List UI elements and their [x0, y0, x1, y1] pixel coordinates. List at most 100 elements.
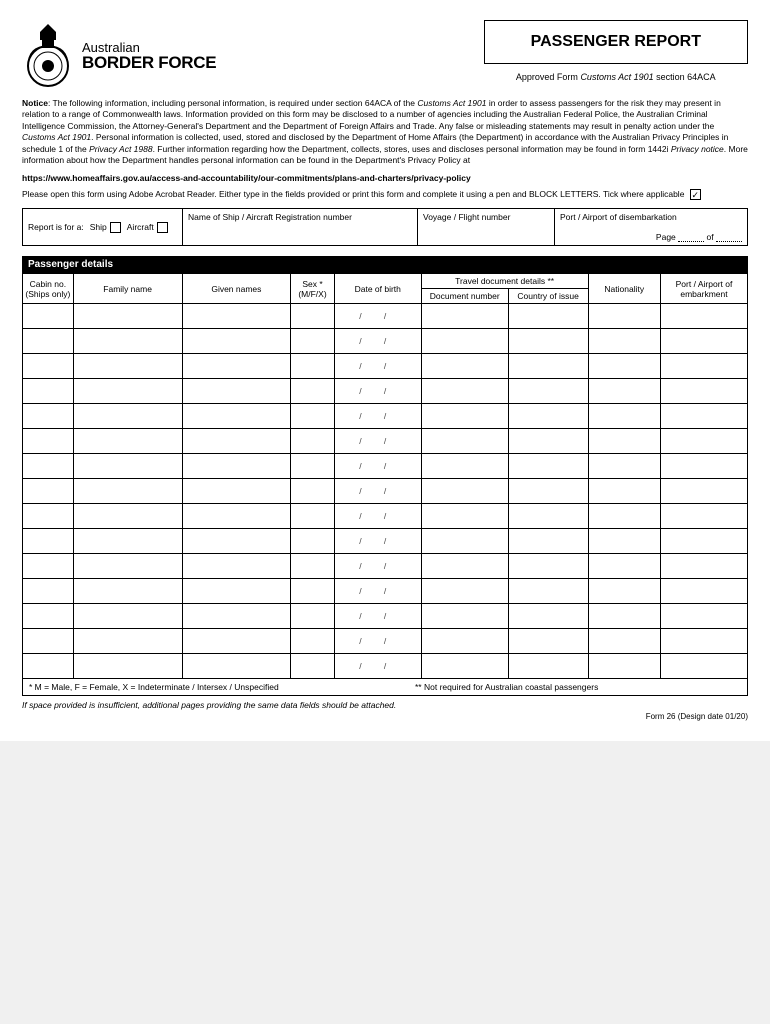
table-cell[interactable]: [588, 604, 661, 629]
table-cell[interactable]: / /: [334, 604, 421, 629]
table-cell[interactable]: [291, 479, 335, 504]
ship-checkbox[interactable]: Ship: [90, 222, 121, 233]
table-cell[interactable]: [661, 654, 748, 679]
table-cell[interactable]: [73, 504, 182, 529]
table-cell[interactable]: [182, 629, 291, 654]
table-cell[interactable]: [73, 379, 182, 404]
table-cell[interactable]: [73, 654, 182, 679]
page-number[interactable]: Page of: [656, 232, 742, 242]
table-row[interactable]: / /: [23, 604, 748, 629]
table-cell[interactable]: / /: [334, 579, 421, 604]
table-cell[interactable]: [508, 479, 588, 504]
table-cell[interactable]: / /: [334, 429, 421, 454]
table-cell[interactable]: [661, 579, 748, 604]
table-cell[interactable]: / /: [334, 529, 421, 554]
table-cell[interactable]: [23, 454, 74, 479]
table-cell[interactable]: [23, 404, 74, 429]
table-cell[interactable]: [588, 354, 661, 379]
table-cell[interactable]: [421, 479, 508, 504]
table-cell[interactable]: [182, 654, 291, 679]
table-row[interactable]: / /: [23, 354, 748, 379]
table-cell[interactable]: [291, 579, 335, 604]
table-cell[interactable]: [182, 554, 291, 579]
table-cell[interactable]: [73, 629, 182, 654]
table-cell[interactable]: [421, 654, 508, 679]
table-row[interactable]: / /: [23, 404, 748, 429]
vessel-name-cell[interactable]: Name of Ship / Aircraft Registration num…: [183, 209, 418, 245]
table-cell[interactable]: [661, 429, 748, 454]
table-cell[interactable]: [73, 554, 182, 579]
table-cell[interactable]: [23, 654, 74, 679]
table-cell[interactable]: [508, 579, 588, 604]
table-row[interactable]: / /: [23, 554, 748, 579]
table-cell[interactable]: [661, 354, 748, 379]
table-cell[interactable]: [182, 404, 291, 429]
table-row[interactable]: / /: [23, 654, 748, 679]
table-cell[interactable]: / /: [334, 404, 421, 429]
table-row[interactable]: / /: [23, 379, 748, 404]
table-cell[interactable]: [182, 579, 291, 604]
table-cell[interactable]: [661, 304, 748, 329]
aircraft-checkbox[interactable]: Aircraft: [127, 222, 168, 233]
table-cell[interactable]: [588, 554, 661, 579]
table-cell[interactable]: [588, 454, 661, 479]
table-cell[interactable]: [73, 454, 182, 479]
table-cell[interactable]: [291, 329, 335, 354]
table-cell[interactable]: [588, 379, 661, 404]
table-cell[interactable]: [291, 629, 335, 654]
table-cell[interactable]: [291, 504, 335, 529]
table-cell[interactable]: [23, 629, 74, 654]
table-cell[interactable]: [182, 304, 291, 329]
table-cell[interactable]: [182, 379, 291, 404]
table-cell[interactable]: [421, 504, 508, 529]
table-cell[interactable]: / /: [334, 504, 421, 529]
table-cell[interactable]: [508, 554, 588, 579]
table-cell[interactable]: [508, 454, 588, 479]
table-cell[interactable]: [421, 379, 508, 404]
table-cell[interactable]: [291, 354, 335, 379]
table-cell[interactable]: / /: [334, 354, 421, 379]
table-cell[interactable]: [508, 354, 588, 379]
table-cell[interactable]: [421, 304, 508, 329]
table-cell[interactable]: [291, 654, 335, 679]
table-cell[interactable]: [588, 329, 661, 354]
table-cell[interactable]: [291, 529, 335, 554]
table-cell[interactable]: [421, 429, 508, 454]
table-cell[interactable]: [182, 529, 291, 554]
table-cell[interactable]: [661, 479, 748, 504]
table-cell[interactable]: [588, 479, 661, 504]
table-cell[interactable]: [73, 579, 182, 604]
table-cell[interactable]: [661, 504, 748, 529]
table-row[interactable]: / /: [23, 454, 748, 479]
table-cell[interactable]: [23, 579, 74, 604]
table-cell[interactable]: [588, 629, 661, 654]
table-cell[interactable]: [508, 304, 588, 329]
table-cell[interactable]: [73, 354, 182, 379]
table-cell[interactable]: / /: [334, 304, 421, 329]
table-row[interactable]: / /: [23, 329, 748, 354]
table-cell[interactable]: [73, 604, 182, 629]
table-cell[interactable]: [23, 304, 74, 329]
table-cell[interactable]: [182, 479, 291, 504]
table-cell[interactable]: [421, 529, 508, 554]
table-cell[interactable]: [421, 554, 508, 579]
table-cell[interactable]: [588, 529, 661, 554]
table-cell[interactable]: [421, 579, 508, 604]
table-cell[interactable]: [588, 304, 661, 329]
table-cell[interactable]: [661, 379, 748, 404]
table-cell[interactable]: [291, 304, 335, 329]
table-cell[interactable]: [291, 429, 335, 454]
table-cell[interactable]: [661, 554, 748, 579]
table-cell[interactable]: [661, 604, 748, 629]
table-cell[interactable]: / /: [334, 379, 421, 404]
table-cell[interactable]: [508, 654, 588, 679]
table-cell[interactable]: [588, 504, 661, 529]
table-cell[interactable]: [182, 329, 291, 354]
table-cell[interactable]: [23, 354, 74, 379]
table-cell[interactable]: [23, 604, 74, 629]
table-cell[interactable]: [73, 529, 182, 554]
table-cell[interactable]: [182, 504, 291, 529]
table-row[interactable]: / /: [23, 579, 748, 604]
table-cell[interactable]: [73, 429, 182, 454]
table-row[interactable]: / /: [23, 529, 748, 554]
